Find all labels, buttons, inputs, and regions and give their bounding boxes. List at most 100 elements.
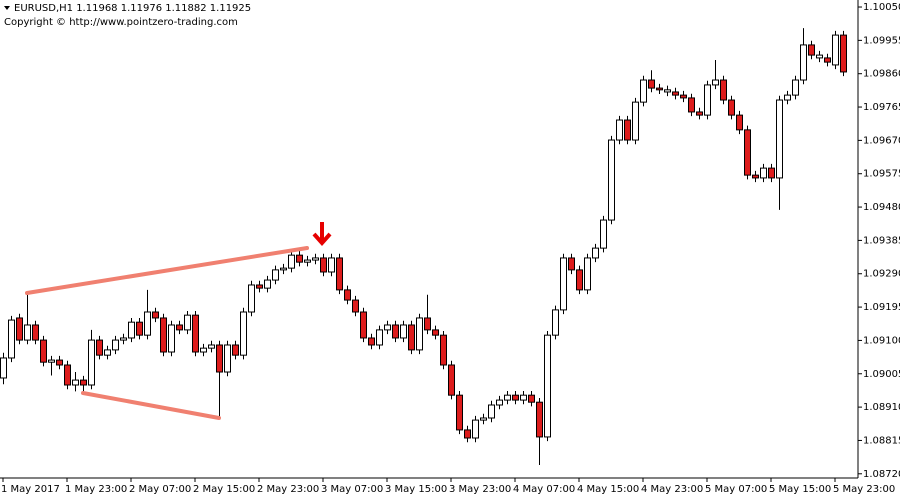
candle-body	[40, 339, 47, 363]
x-tick-label: 2 May 15:00	[193, 484, 255, 495]
candle-body	[600, 219, 607, 249]
y-tick-label: 1.09385	[863, 235, 900, 246]
candle-body	[8, 319, 15, 359]
y-tick-label: 1.09100	[863, 335, 900, 346]
y-tick-label: 1.09480	[863, 202, 900, 213]
y-tick-label: 1.09575	[863, 169, 900, 180]
chart-subtitle: Copyright © http://www.pointzero-trading…	[4, 17, 238, 28]
candle-body	[16, 317, 23, 341]
candle-body	[160, 317, 167, 353]
candle-body	[464, 429, 471, 439]
candle-body	[296, 254, 303, 263]
candle-body	[664, 89, 671, 93]
candle-body	[648, 79, 655, 89]
candle-body	[408, 324, 415, 351]
x-tick-label: 2 May 23:00	[257, 484, 319, 495]
candle-body	[840, 34, 847, 73]
candle-body	[264, 279, 271, 289]
candle-body	[128, 321, 135, 339]
x-tick-label: 5 May 07:00	[705, 484, 767, 495]
candle-body	[624, 119, 631, 141]
candle-body	[488, 404, 495, 419]
arrow	[312, 222, 332, 247]
candle-body	[328, 257, 335, 273]
candle-body	[808, 44, 815, 56]
candle-body	[544, 334, 551, 438]
candle-body	[536, 401, 543, 438]
candle-body	[424, 317, 431, 331]
candle-body	[616, 119, 623, 141]
candle-body	[776, 99, 783, 179]
candle-body	[320, 257, 327, 273]
y-tick-label: 1.09290	[863, 269, 900, 280]
candle-body	[352, 299, 359, 313]
candle-body	[240, 311, 247, 356]
candle-body	[96, 339, 103, 356]
x-tick-label: 4 May 07:00	[513, 484, 575, 495]
candle-body	[784, 94, 791, 101]
candle-body	[384, 324, 391, 331]
candle-body	[752, 174, 759, 179]
candle-body	[704, 84, 711, 116]
candle-body	[504, 394, 511, 401]
x-tick-label: 1 May 23:00	[65, 484, 127, 495]
y-tick-label: 1.08720	[863, 469, 900, 480]
candle-body	[336, 257, 343, 291]
y-tick-label: 1.10050	[863, 2, 900, 13]
candle-body	[688, 97, 695, 113]
candle-body	[824, 57, 831, 63]
x-tick-label: 3 May 07:00	[321, 484, 383, 495]
y-tick-label: 1.08815	[863, 435, 900, 446]
candle-body	[200, 347, 207, 353]
candle-body	[800, 44, 807, 81]
candle-body	[792, 79, 799, 96]
candle-body	[440, 334, 447, 366]
candle-body	[560, 257, 567, 311]
candle-body	[768, 167, 775, 179]
candle-body	[392, 324, 399, 339]
candle-body	[248, 284, 255, 313]
candle-body	[512, 394, 519, 401]
candle-body	[376, 329, 383, 346]
candle-body	[280, 267, 287, 271]
candle-body	[80, 379, 87, 386]
candle-body	[272, 269, 279, 281]
chart-title: EURUSD,H1 1.11968 1.11976 1.11882 1.1192…	[14, 3, 251, 14]
candle-body	[144, 311, 151, 336]
candle-body	[520, 394, 527, 401]
candle-body	[816, 54, 823, 59]
candle-body	[744, 129, 751, 176]
x-tick-label: 1 May 2017	[1, 484, 60, 495]
candle-body	[720, 79, 727, 101]
candle-body	[592, 247, 599, 259]
candle-body	[208, 344, 215, 349]
candle-body	[712, 79, 719, 86]
x-tick-label: 4 May 23:00	[641, 484, 703, 495]
candle-body	[304, 259, 311, 263]
candle-body	[88, 339, 95, 386]
candle-body	[832, 34, 839, 66]
candle-body	[64, 364, 71, 386]
x-tick-label: 2 May 07:00	[129, 484, 191, 495]
candle-body	[24, 324, 31, 341]
candle-body	[696, 111, 703, 116]
candle-body	[192, 314, 199, 353]
candle-body	[632, 101, 639, 141]
candle-body	[184, 314, 191, 331]
candle-body	[728, 99, 735, 116]
candle-body	[0, 357, 7, 379]
candle-body	[368, 337, 375, 346]
candle-body	[656, 87, 663, 91]
candle-body	[528, 394, 535, 403]
candle-body	[760, 167, 767, 179]
candle-body	[432, 329, 439, 336]
candle-body	[104, 349, 111, 356]
candle-body	[136, 321, 143, 336]
candle-body	[232, 344, 239, 356]
candle-body	[400, 324, 407, 339]
y-tick-label: 1.09860	[863, 69, 900, 80]
candle-body	[552, 309, 559, 336]
candle-body	[736, 114, 743, 131]
y-tick-label: 1.09195	[863, 302, 900, 313]
